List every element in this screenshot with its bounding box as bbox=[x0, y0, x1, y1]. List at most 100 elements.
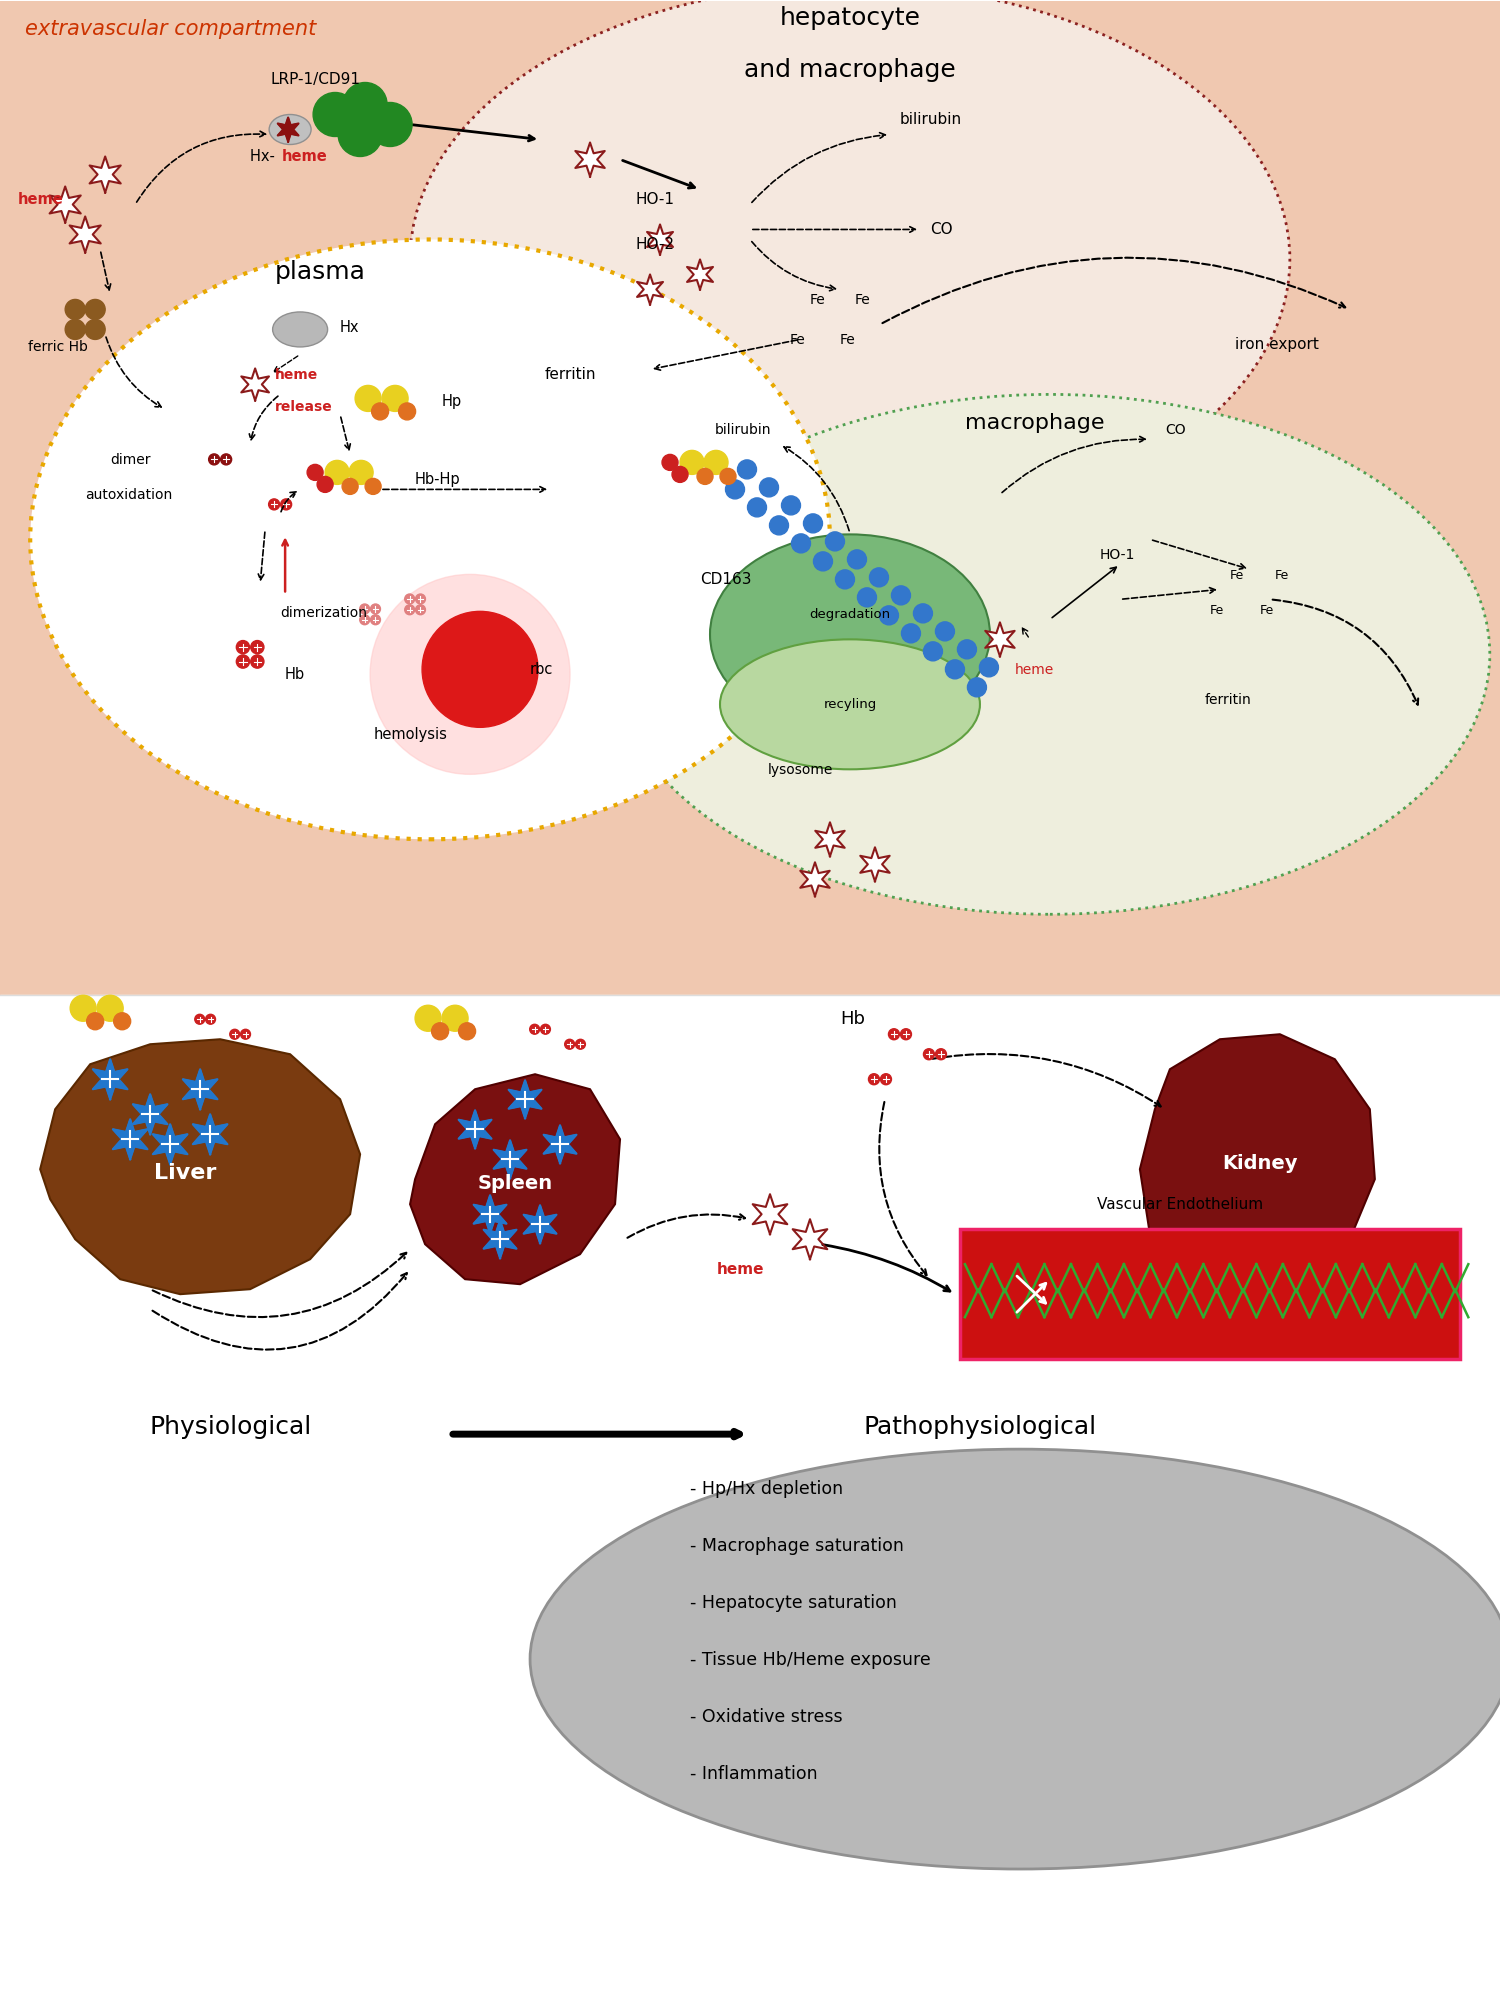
Polygon shape bbox=[801, 863, 830, 897]
Polygon shape bbox=[474, 1195, 507, 1233]
Polygon shape bbox=[638, 274, 663, 304]
Polygon shape bbox=[494, 1140, 526, 1177]
Text: HO-2: HO-2 bbox=[634, 237, 674, 253]
Text: ferritin: ferritin bbox=[1204, 694, 1251, 708]
Circle shape bbox=[372, 404, 388, 420]
Text: lysosome: lysosome bbox=[768, 764, 832, 778]
Text: heme: heme bbox=[18, 193, 64, 207]
Circle shape bbox=[936, 623, 954, 640]
Text: macrophage: macrophage bbox=[964, 414, 1104, 434]
Circle shape bbox=[672, 465, 688, 483]
Text: HO-1: HO-1 bbox=[1100, 549, 1136, 563]
Polygon shape bbox=[112, 1120, 147, 1160]
Circle shape bbox=[720, 467, 736, 485]
Text: autoxidation: autoxidation bbox=[86, 489, 172, 503]
Polygon shape bbox=[576, 143, 604, 177]
Polygon shape bbox=[90, 157, 122, 193]
Circle shape bbox=[368, 103, 413, 147]
Circle shape bbox=[356, 386, 381, 412]
Polygon shape bbox=[278, 117, 298, 141]
Polygon shape bbox=[483, 1219, 516, 1259]
Circle shape bbox=[87, 1012, 104, 1030]
Circle shape bbox=[945, 660, 964, 678]
Text: dimerization: dimerization bbox=[280, 607, 368, 621]
Text: Fe: Fe bbox=[1260, 605, 1274, 617]
Ellipse shape bbox=[610, 394, 1490, 915]
Circle shape bbox=[680, 450, 703, 475]
Text: Fe: Fe bbox=[855, 294, 870, 308]
Circle shape bbox=[364, 479, 381, 495]
Text: Hp: Hp bbox=[442, 394, 462, 410]
Circle shape bbox=[813, 551, 832, 571]
Circle shape bbox=[220, 453, 231, 465]
Text: Fe: Fe bbox=[1275, 569, 1288, 583]
Ellipse shape bbox=[273, 312, 327, 346]
Circle shape bbox=[416, 595, 426, 605]
Polygon shape bbox=[40, 1038, 360, 1295]
Circle shape bbox=[980, 658, 999, 676]
Polygon shape bbox=[859, 847, 889, 881]
Circle shape bbox=[847, 549, 867, 569]
Circle shape bbox=[900, 1028, 912, 1040]
Text: Kidney: Kidney bbox=[1222, 1154, 1298, 1174]
Polygon shape bbox=[134, 1094, 168, 1134]
Circle shape bbox=[540, 1024, 550, 1034]
Circle shape bbox=[316, 477, 333, 493]
Polygon shape bbox=[69, 217, 100, 253]
Text: Hb: Hb bbox=[285, 668, 304, 682]
Circle shape bbox=[114, 1012, 130, 1030]
Text: recyling: recyling bbox=[824, 698, 876, 710]
Polygon shape bbox=[524, 1205, 556, 1243]
Text: plasma: plasma bbox=[274, 261, 366, 284]
Ellipse shape bbox=[268, 115, 310, 145]
Circle shape bbox=[422, 611, 538, 728]
Bar bbox=[960, 1229, 1460, 1358]
Circle shape bbox=[879, 607, 898, 625]
Text: Liver: Liver bbox=[154, 1164, 216, 1183]
Text: - Oxidative stress: - Oxidative stress bbox=[690, 1709, 843, 1726]
Polygon shape bbox=[153, 1124, 188, 1164]
Circle shape bbox=[924, 642, 942, 660]
Circle shape bbox=[86, 300, 105, 320]
Text: Fe: Fe bbox=[1230, 569, 1244, 583]
Circle shape bbox=[416, 605, 426, 615]
Ellipse shape bbox=[410, 0, 1290, 535]
Circle shape bbox=[338, 113, 382, 157]
Polygon shape bbox=[646, 225, 674, 255]
Circle shape bbox=[64, 300, 86, 320]
Text: HO-1: HO-1 bbox=[634, 193, 674, 207]
Text: - Tissue Hb/Heme exposure: - Tissue Hb/Heme exposure bbox=[690, 1651, 932, 1669]
Text: hepatocyte: hepatocyte bbox=[780, 6, 921, 30]
Circle shape bbox=[880, 1074, 891, 1084]
Text: ferritin: ferritin bbox=[544, 368, 597, 382]
Circle shape bbox=[64, 320, 86, 340]
Ellipse shape bbox=[720, 638, 980, 770]
Polygon shape bbox=[410, 1074, 620, 1285]
Circle shape bbox=[405, 595, 414, 605]
Text: Hb-Hp: Hb-Hp bbox=[416, 473, 460, 487]
Text: Fe: Fe bbox=[1210, 605, 1224, 617]
Circle shape bbox=[360, 615, 369, 625]
Polygon shape bbox=[986, 623, 1014, 656]
Text: Physiological: Physiological bbox=[148, 1414, 312, 1440]
Circle shape bbox=[782, 495, 801, 515]
Ellipse shape bbox=[710, 535, 990, 734]
Circle shape bbox=[870, 569, 888, 587]
Polygon shape bbox=[183, 1070, 218, 1110]
Text: rbc: rbc bbox=[530, 662, 554, 678]
Text: Pathophysiological: Pathophysiological bbox=[864, 1414, 1096, 1440]
Polygon shape bbox=[792, 1219, 828, 1259]
Circle shape bbox=[891, 587, 910, 605]
Circle shape bbox=[747, 497, 766, 517]
Polygon shape bbox=[50, 187, 81, 223]
Circle shape bbox=[230, 1028, 240, 1038]
Circle shape bbox=[432, 1022, 448, 1040]
Circle shape bbox=[936, 1048, 946, 1060]
Circle shape bbox=[868, 1074, 879, 1084]
Polygon shape bbox=[509, 1080, 542, 1118]
Text: degradation: degradation bbox=[810, 609, 891, 621]
Text: bilirubin: bilirubin bbox=[900, 113, 962, 127]
Circle shape bbox=[251, 654, 264, 668]
Circle shape bbox=[240, 1028, 250, 1038]
Text: Hb: Hb bbox=[840, 1010, 866, 1028]
